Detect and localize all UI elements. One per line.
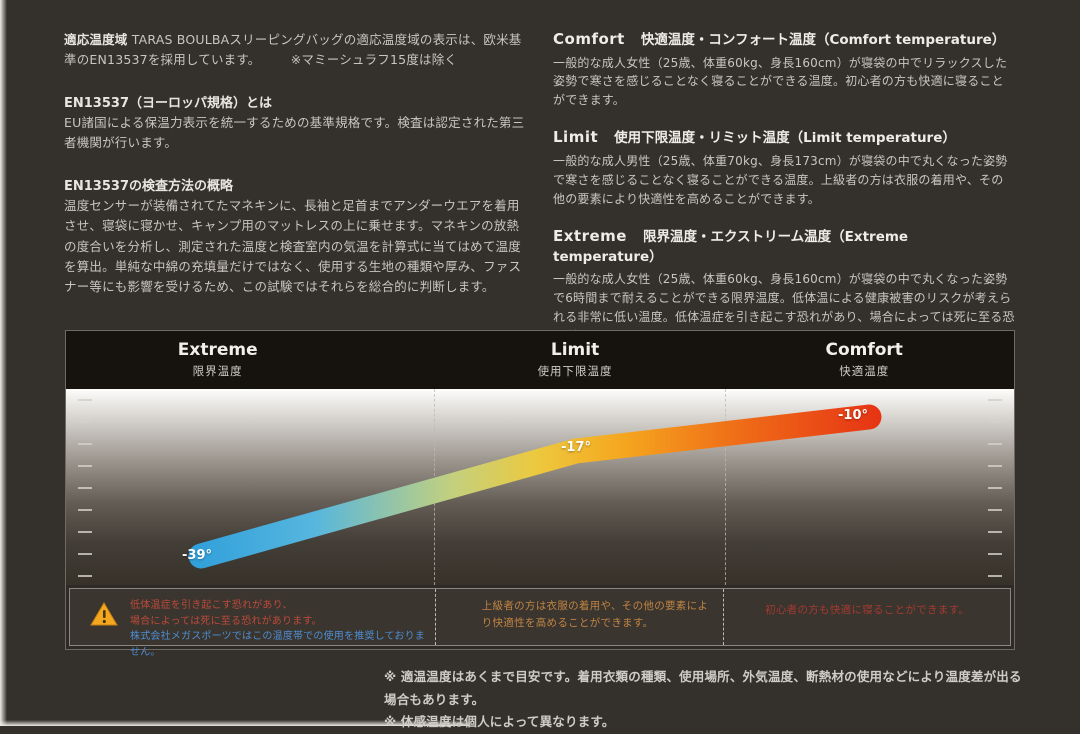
photo-edge-left	[0, 0, 7, 726]
standard-body: EU諸国による保温力表示を統一するための基準規格です。検査は認定された第三者機関…	[64, 115, 525, 151]
band-value-comfort: -10°	[838, 408, 868, 423]
zone-extreme-ja: 限界温度	[192, 364, 243, 379]
chart-plot-area: -39° -17° -10°	[66, 389, 1014, 585]
zone-label-extreme: Extreme 限界温度	[178, 340, 258, 379]
zone-limit-en: Limit	[550, 340, 600, 360]
band-value-limit: -17°	[561, 440, 591, 455]
comfort-note-text: 初心者の方も快適に寝ることができます。	[765, 604, 970, 616]
standard-heading: EN13537（ヨーロッパ規格）とは	[64, 95, 272, 111]
chart-notes-strip: 低体温症を引き起こす恐れがあり、 場合によっては死に至る恐れがあります。 株式会…	[69, 588, 1011, 658]
extreme-brand-line: 株式会社メガスポーツではこの温度帯での使用を推奨しておりません。	[130, 631, 425, 658]
extreme-heading-ja: 限界温度・エクストリーム温度（Extreme temperature）	[553, 228, 909, 266]
intro-note: ※マミーシュラフ15度は除く	[290, 52, 458, 68]
definition-limit: Limit 使用下限温度・リミット温度（Limit temperature） 一般…	[553, 126, 1015, 208]
method-heading: EN13537の検査方法の概略	[64, 178, 233, 194]
right-column: Comfort 快適温度・コンフォート温度（Comfort temperature…	[553, 28, 1015, 362]
footnote-2: ※ 体感温度は個人によって異なります。	[384, 714, 615, 729]
standard-paragraph: EN13537（ヨーロッパ規格）とは EU諸国による保温力表示を統一するための基…	[64, 94, 528, 154]
chart-header: Extreme 限界温度 Limit 使用下限温度 Comfort 快適温度	[66, 331, 1014, 389]
comfort-body: 一般的な成人女性（25歳、体重60kg、身長160cm）が寝袋の中でリラックスし…	[553, 55, 1008, 108]
comfort-heading-en: Comfort	[553, 30, 625, 48]
band-value-extreme: -39°	[182, 548, 212, 563]
zone-label-limit: Limit 使用下限温度	[538, 340, 613, 379]
limit-body: 一般的な成人男性（25歳、体重70kg、身長173cm）が寝袋の中で丸くなった姿…	[553, 153, 1008, 206]
limit-heading-en: Limit	[553, 128, 599, 147]
footnotes: ※ 適温温度はあくまで目安です。着用衣類の種類、使用場所、外気温度、断熱材の使用…	[384, 666, 1034, 734]
comfort-heading: Comfort 快適温度・コンフォート温度（Comfort temperature…	[553, 28, 1015, 51]
temperature-band	[188, 404, 882, 569]
zone-divider-2	[724, 389, 726, 585]
temperature-chart: Extreme 限界温度 Limit 使用下限温度 Comfort 快適温度	[65, 330, 1015, 658]
zone-label-comfort: Comfort 快適温度	[825, 340, 902, 379]
extreme-heading-en: Extreme	[553, 226, 627, 245]
limit-heading: Limit 使用下限温度・リミット温度（Limit temperature）	[553, 126, 1015, 149]
right-tick-marks	[988, 399, 1002, 577]
definition-extreme: Extreme 限界温度・エクストリーム温度（Extreme temperatur…	[553, 225, 1015, 347]
extreme-danger-line2: 場合によっては死に至る恐れがあります。	[130, 615, 322, 627]
warning-icon	[90, 602, 120, 645]
left-tick-marks	[78, 399, 92, 577]
zone-extreme-en: Extreme	[177, 340, 258, 360]
photo-edge-bottom	[0, 720, 470, 726]
note-cell-limit: 上級者の方は衣服の着用や、その他の要素により快適性を高めることができます。	[434, 589, 724, 645]
extreme-danger-line1: 低体温症を引き起こす恐れがあり、	[130, 600, 293, 611]
definition-comfort: Comfort 快適温度・コンフォート温度（Comfort temperature…	[553, 28, 1015, 110]
note-cell-comfort: 初心者の方も快適に寝ることができます。	[723, 589, 1010, 645]
note-cell-extreme: 低体温症を引き起こす恐れがあり、 場合によっては死に至る恐れがあります。 株式会…	[70, 589, 435, 658]
intro-paragraph: 適応温度域 TARAS BOULBAスリーピングバッグの適応温度域の表示は、欧米…	[64, 30, 528, 71]
method-paragraph: EN13537の検査方法の概略 温度センサーが装備されてたマネキンに、長袖と足首…	[64, 177, 528, 298]
left-column: 適応温度域 TARAS BOULBAスリーピングバッグの適応温度域の表示は、欧米…	[64, 30, 528, 320]
limit-note-text: 上級者の方は衣服の着用や、その他の要素により快適性を高めることができます。	[481, 600, 709, 630]
footnote-1: ※ 適温温度はあくまで目安です。着用衣類の種類、使用場所、外気温度、断熱材の使用…	[384, 669, 1022, 707]
extreme-heading: Extreme 限界温度・エクストリーム温度（Extreme temperatur…	[553, 225, 1015, 268]
method-body: 温度センサーが装備されてたマネキンに、長袖と足首までアンダーウエアを着用させ、寝…	[64, 198, 522, 294]
comfort-heading-ja: 快適温度・コンフォート温度（Comfort temperature）	[640, 32, 1006, 48]
zone-limit-ja: 使用下限温度	[537, 364, 613, 379]
zone-comfort-en: Comfort	[825, 340, 903, 360]
intro-label: 適応温度域	[64, 32, 128, 47]
intro-text: TARAS BOULBAスリーピングバッグの適応温度域の表示は、欧米基準のEN1…	[64, 32, 522, 68]
limit-heading-ja: 使用下限温度・リミット温度（Limit temperature）	[614, 130, 956, 147]
extreme-note-text: 低体温症を引き起こす恐れがあり、 場合によっては死に至る恐れがあります。 株式会…	[130, 598, 435, 658]
zone-comfort-ja: 快適温度	[839, 364, 890, 379]
